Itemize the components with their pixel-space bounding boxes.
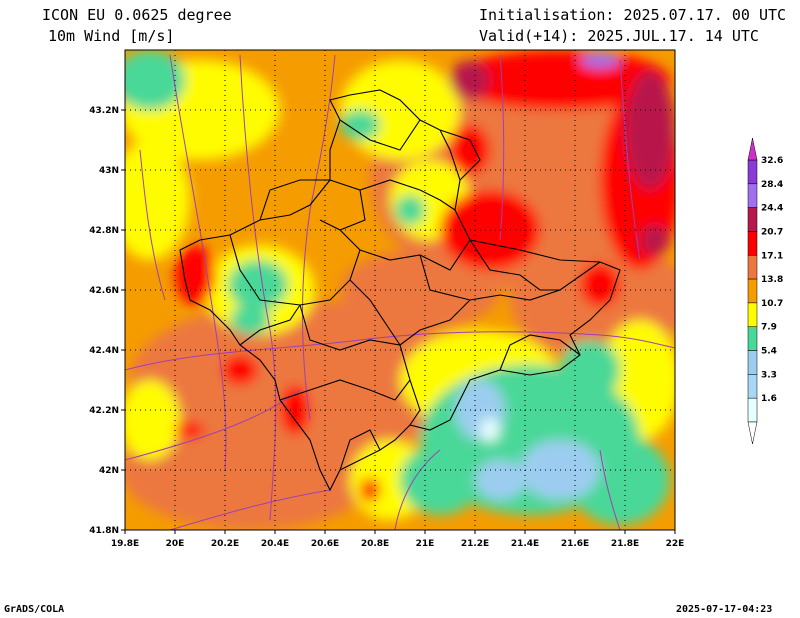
colorbar-segment — [747, 183, 758, 208]
x-tick-label: 21.2E — [461, 539, 489, 549]
x-tick-label: 19.8E — [111, 539, 139, 549]
x-tick-label: 21.8E — [611, 539, 639, 549]
variable-title: 10m Wind [m/s] — [48, 27, 175, 45]
model-title: ICON EU 0.0625 degree — [42, 6, 232, 24]
colorbar-segment — [747, 302, 758, 327]
timestamp-label: 2025-07-17-04:23 — [676, 604, 773, 615]
x-tick-label: 20.4E — [261, 539, 289, 549]
y-tick-label: 42.2N — [89, 406, 119, 416]
x-tick-label: 21.4E — [511, 539, 539, 549]
colorbar-label: 5.4 — [761, 347, 777, 357]
colorbar-label: 1.6 — [761, 394, 777, 404]
x-tick-label: 20.6E — [311, 539, 339, 549]
colorbar-segment — [747, 255, 758, 280]
colorbar-segment — [747, 326, 758, 351]
colorbar-top-arrow — [747, 137, 758, 161]
y-tick-label: 43N — [99, 166, 119, 176]
colorbar-segment — [747, 159, 758, 185]
colorbar-label: 13.8 — [761, 275, 783, 285]
colorbar-segment — [747, 278, 758, 304]
x-tick-label: 22E — [666, 539, 685, 549]
colorbar-label: 17.1 — [761, 251, 783, 261]
colorbar-segment — [747, 397, 758, 423]
y-axis-labels: 43.2N 43N 42.8N 42.6N 42.4N 42.2N 42N 41.8N — [89, 106, 125, 536]
y-tick-label: 43.2N — [89, 106, 119, 116]
colorbar-label: 20.7 — [761, 227, 783, 237]
colorbar-segment — [747, 207, 758, 232]
x-axis-labels: 19.8E 20E 20.2E 20.4E 20.6E 20.8E 21E 21.2E 21.4… — [111, 530, 685, 549]
x-tick-label: 20.2E — [211, 539, 239, 549]
x-tick-label: 20.8E — [361, 539, 389, 549]
y-tick-label: 42.6N — [89, 286, 119, 296]
colorbar-label: 10.7 — [761, 299, 783, 309]
y-tick-label: 42.8N — [89, 226, 119, 236]
colorbar-label: 24.4 — [761, 204, 783, 214]
init-time: Initialisation: 2025.07.17. 00 UTC — [479, 6, 787, 24]
colorbar-segment — [747, 374, 758, 399]
colorbar-label: 32.6 — [761, 156, 783, 166]
x-tick-label: 20E — [166, 539, 185, 549]
colorbar-segment — [747, 231, 758, 256]
y-tick-label: 42.4N — [89, 346, 119, 356]
credit-label: GrADS/COLA — [4, 604, 65, 615]
y-tick-label: 42N — [99, 466, 119, 476]
valid-time: Valid(+14): 2025.JUL.17. 14 UTC — [479, 27, 759, 45]
colorbar-segment — [747, 350, 758, 375]
x-tick-label: 21.6E — [561, 539, 589, 549]
colorbar-bottom-arrow — [747, 421, 758, 445]
colorbar-label: 3.3 — [761, 370, 777, 380]
colorbar-legend: 1.6 3.3 5.4 7.9 10.7 13.8 17.1 20.7 24.4 28.4 32.6 — [747, 137, 783, 445]
colorbar-label: 7.9 — [761, 323, 777, 333]
x-tick-label: 21E — [416, 539, 435, 549]
graticule — [125, 50, 675, 530]
y-tick-label: 41.8N — [89, 526, 119, 536]
colorbar-label: 28.4 — [761, 180, 783, 190]
